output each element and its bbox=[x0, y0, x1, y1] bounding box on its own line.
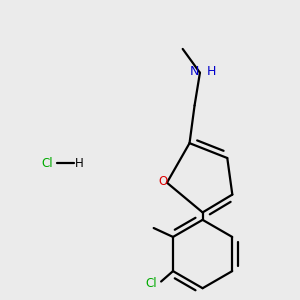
Text: Cl: Cl bbox=[42, 157, 53, 170]
Text: H: H bbox=[207, 65, 217, 78]
Text: N: N bbox=[190, 65, 199, 78]
Text: Cl: Cl bbox=[146, 277, 158, 290]
Text: H: H bbox=[75, 157, 84, 170]
Text: O: O bbox=[159, 175, 168, 188]
